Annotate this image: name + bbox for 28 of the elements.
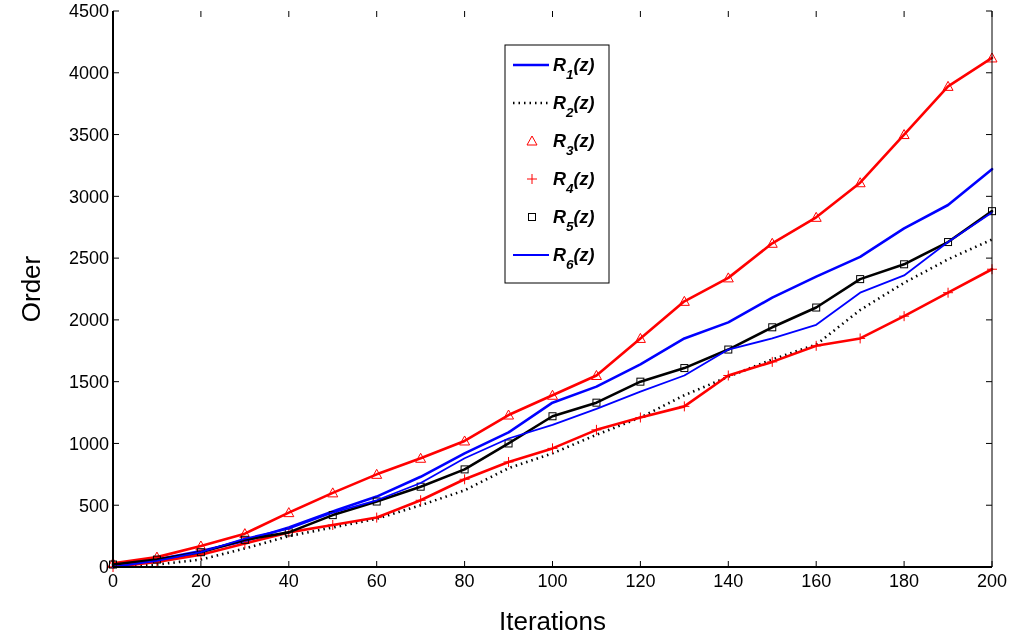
x-tick-label: 100 (537, 571, 568, 591)
x-axis-title: Iterations (499, 606, 606, 636)
x-tick-label: 60 (366, 571, 387, 591)
legend-label: R$_{1}$(z) (553, 55, 595, 82)
y-tick-label: 0 (98, 557, 109, 578)
x-tick-label: 180 (889, 571, 920, 591)
y-tick-label: 3000 (68, 186, 109, 207)
x-tick-label: 140 (713, 571, 744, 591)
legend-label: R$_{3}$(z) (553, 131, 595, 158)
legend-label: R$_{2}$(z) (553, 93, 595, 120)
y-tick-label: 4000 (68, 63, 109, 84)
y-tick-label: 4500 (68, 1, 109, 22)
y-tick-label: 1500 (68, 371, 109, 392)
legend-label: R$_{6}$(z) (553, 245, 595, 272)
legend-label: R$_{4}$(z) (553, 169, 595, 196)
y-tick-label: 3500 (68, 124, 109, 145)
x-tick-label: 160 (801, 571, 832, 591)
y-axis-title: Order (16, 255, 46, 323)
y-tick-label: 1000 (68, 433, 109, 454)
x-tick-label: 200 (976, 571, 1008, 591)
y-tick-label: 2000 (68, 310, 109, 331)
y-tick-label: 500 (78, 495, 109, 516)
x-tick-label: 120 (625, 571, 656, 591)
x-tick-label: 40 (278, 571, 299, 591)
x-tick-label: 80 (454, 571, 475, 591)
x-tick-label: 20 (190, 571, 211, 591)
legend-label: R$_{5}$(z) (553, 207, 595, 234)
y-tick-label: 2500 (68, 248, 109, 269)
